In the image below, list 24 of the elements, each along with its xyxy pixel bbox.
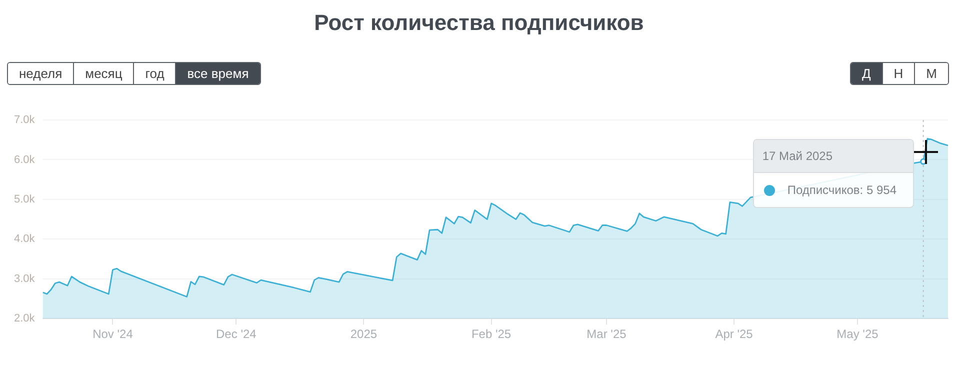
y-tick-label: 2.0k	[14, 312, 36, 325]
text: месяц	[73, 63, 134, 84]
tooltip-box: 17 Май 2025 Подписчиков: 5 954	[753, 139, 914, 208]
y-tick-label: 7.0k	[14, 114, 36, 126]
x-tick-label: May '25	[836, 327, 879, 342]
text: неделя	[8, 63, 74, 84]
text: Д	[850, 63, 882, 84]
y-tick-label: 3.0k	[14, 272, 36, 285]
x-tick-label: Dec '24	[216, 327, 257, 342]
text: все время	[175, 63, 260, 84]
x-tick-label: Apr '25	[715, 327, 754, 342]
y-tick-label: 4.0k	[14, 233, 36, 246]
x-tick-label: Feb '25	[471, 327, 512, 342]
x-tick-label: Mar '25	[586, 327, 627, 342]
annotation: Подписчиков: 5 954	[787, 183, 897, 197]
y-tick-label: 5.0k	[14, 193, 36, 206]
annotation: 17 Май 2025	[754, 140, 914, 173]
text: Н	[882, 63, 914, 84]
chart-title: Рост количества подписчиков	[313, 10, 645, 36]
x-tick-label: 2025	[350, 327, 378, 342]
x-tick-label: Nov '24	[92, 327, 134, 342]
text: М	[914, 63, 948, 84]
text: год	[133, 63, 176, 84]
y-tick-label: 6.0k	[14, 154, 36, 166]
